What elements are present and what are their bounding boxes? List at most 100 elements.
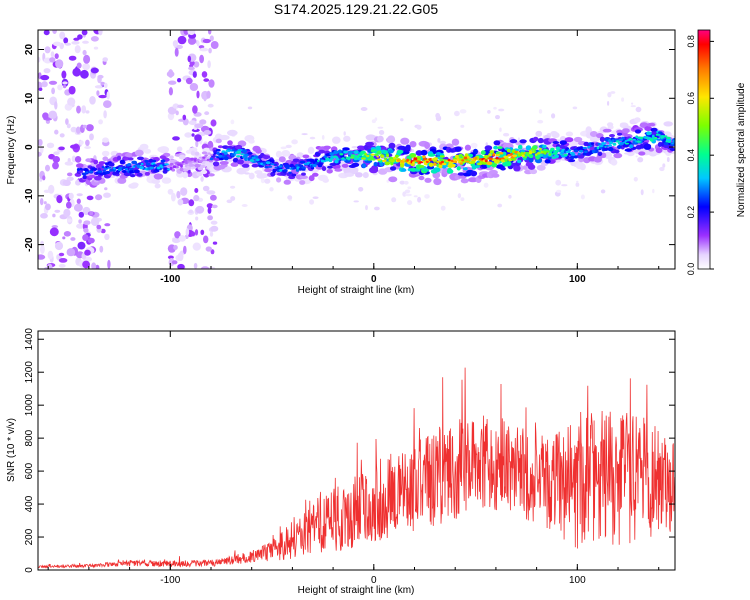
spectrogram-noise-blob (210, 249, 215, 255)
spectrogram-noise-blob (365, 205, 368, 211)
spectrogram-ridge-blob (264, 166, 269, 169)
x-tick-label: -100 (160, 575, 180, 586)
spectrogram-ridge-blob (441, 163, 447, 166)
spectrogram-noise-blob (171, 192, 176, 202)
spectrogram-ridge-blob (347, 156, 351, 160)
spectrogram-ridge-blob (551, 132, 560, 139)
spectrogram-noise-blob (517, 137, 521, 141)
spectrogram-ridge-blob (247, 152, 253, 155)
spectrogram-noise-blob (203, 93, 207, 102)
spectrogram-noise-blob (64, 161, 74, 166)
spectrogram-ridge-blob (517, 154, 522, 157)
spectrogram-noise-blob (576, 180, 579, 184)
spectrogram-noise-blob (538, 109, 543, 114)
spectrogram-ridge-blob (270, 171, 276, 177)
spectrogram-noise-blob (188, 209, 193, 214)
spectrogram-ridge-blob (329, 152, 335, 156)
spectrogram-heatmap (38, 30, 675, 269)
spectrogram-noise-blob (40, 213, 48, 219)
spectrogram-noise-blob (83, 227, 89, 233)
y-tick-label: 0 (24, 567, 35, 573)
spectrogram-ridge-blob (473, 165, 481, 169)
spectrogram-ridge-blob (632, 138, 636, 141)
spectrogram-noise-blob (168, 80, 177, 85)
spectrogram-ridge-blob (133, 164, 137, 167)
spectrogram-noise-blob (210, 41, 219, 49)
spectrogram-noise-blob (47, 250, 54, 260)
spectrogram-ridge-blob (276, 177, 282, 183)
spectrogram-noise-blob (67, 218, 72, 223)
spectrogram-ridge-blob (644, 126, 653, 132)
spectrogram-ridge-blob (262, 161, 267, 165)
spectrogram-noise-blob (400, 118, 404, 122)
spectrogram-ridge-blob (334, 168, 343, 172)
spectrogram-ridge-blob (603, 142, 607, 145)
spectrogram-noise-blob (610, 91, 616, 94)
spectrogram-ridge-blob (82, 175, 87, 180)
spectrogram-ridge-blob (292, 158, 300, 163)
spectrogram-ridge-blob (438, 164, 443, 169)
spectrogram-noise-blob (63, 231, 71, 237)
spectrogram-ridge-blob (629, 144, 634, 149)
spectrogram-ridge-blob (502, 151, 507, 156)
spectrogram-ridge-blob (416, 160, 420, 163)
spectrogram-ridge-blob (105, 170, 111, 175)
spectrogram-noise-blob (98, 119, 103, 125)
spectrogram-ridge-blob (298, 167, 303, 171)
spectrogram-ridge-blob (451, 164, 456, 168)
spectrogram-ridge-blob (136, 172, 143, 177)
spectrogram-ridge-blob (93, 168, 97, 171)
spectrogram-noise-blob (67, 97, 76, 106)
spectrogram-noise-blob (70, 237, 76, 241)
spectrogram-ridge-blob (439, 155, 445, 158)
spectrogram-ridge-blob (463, 156, 468, 160)
spectrogram-ridge-blob (361, 163, 367, 169)
spectrogram-ridge-blob (312, 172, 319, 177)
y-tick-label: 1400 (24, 328, 35, 351)
spectrogram-noise-blob (196, 90, 200, 99)
spectrogram-ridge-blob (317, 164, 323, 168)
spectrogram-noise-blob (212, 241, 218, 245)
spectrogram-ridge-blob (98, 161, 106, 165)
spectrogram-ridge-blob (528, 157, 534, 163)
spectrogram-ridge-blob (135, 163, 139, 166)
spectrogram-ridge-blob (124, 168, 129, 171)
spectrogram-ridge-blob (327, 165, 333, 169)
spectrogram-ridge-blob (116, 152, 123, 157)
colorbar-tick-label: 0.8 (686, 35, 696, 48)
spectrogram-noise-blob (202, 38, 211, 44)
spectrogram-ridge-blob (158, 146, 170, 154)
spectrogram-noise-blob (195, 139, 199, 148)
spectrogram-noise-blob (607, 101, 610, 106)
spectrogram-ridge-blob (111, 169, 116, 172)
spectrogram-ridge-blob (420, 149, 428, 156)
spectrogram-noise-blob (630, 105, 636, 108)
spectrogram-ridge-blob (528, 154, 534, 159)
spectrogram-noise-blob (177, 104, 184, 109)
spectrogram-ridge-blob (323, 145, 331, 150)
spectrogram-noise-blob (353, 200, 359, 203)
spectrogram-noise-blob (54, 129, 59, 135)
spectrogram-ridge-blob (121, 170, 127, 173)
y-tick-label: 20 (24, 44, 35, 56)
colorbar-label: Normalized spectral amplitude (736, 82, 747, 217)
spectrogram-noise-blob (287, 195, 293, 200)
spectrogram-ridge-blob (532, 145, 538, 150)
spectrogram-ridge-blob (388, 142, 396, 149)
spectrogram-ridge-blob (148, 158, 154, 163)
spectrogram-ridge-blob (643, 143, 652, 149)
spectrogram-ridge-blob (387, 149, 394, 154)
spectrogram-noise-blob (230, 119, 235, 125)
spectrogram-noise-blob (48, 80, 58, 85)
spectrogram-noise-blob (72, 67, 81, 77)
spectrogram-ridge-blob (519, 139, 527, 144)
spectrogram-ridge-blob (542, 153, 549, 159)
spectrogram-ridge-blob (548, 153, 552, 156)
spectrogram-ridge-blob (362, 157, 366, 160)
spectrogram-noise-blob (378, 130, 385, 135)
spectrogram-ridge-blob (101, 166, 105, 168)
colorbar: 0.0 0.2 0.4 0.6 0.8 Normalized spectral ampl… (686, 29, 747, 275)
spectrogram-noise-blob (167, 106, 177, 115)
spectrogram-noise-blob (53, 151, 60, 155)
